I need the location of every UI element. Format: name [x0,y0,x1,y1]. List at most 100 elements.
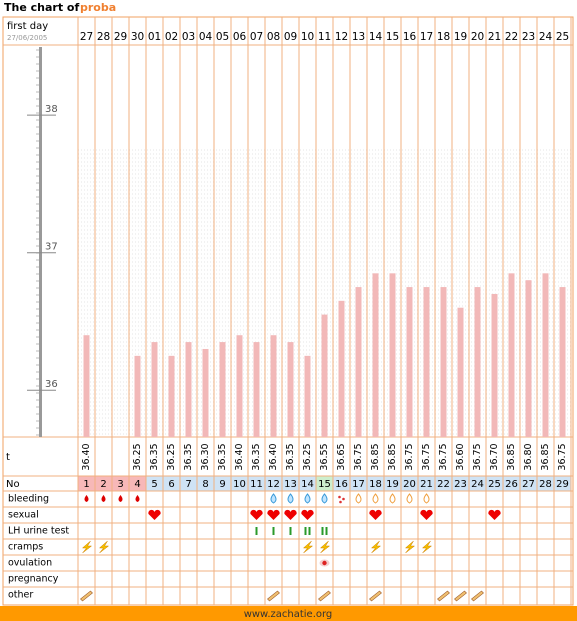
icon-bolt [404,540,416,554]
temperature-value: 36.35 [183,443,194,470]
day-number: 10 [233,479,246,490]
date-label: 24 [539,31,553,43]
day-cell-bg [367,476,384,491]
bar [287,342,294,437]
temperature-value: 36.75 [421,443,432,470]
day-number: 21 [420,479,433,490]
day-number: 17 [352,479,365,490]
date-label: 21 [488,31,501,43]
day-number: 4 [134,479,140,490]
date-label: 08 [267,31,280,43]
temperature-value: 36.25 [166,443,177,470]
bar [134,355,141,437]
day-cell-bg [537,476,554,491]
icon-drop-orange [355,493,362,504]
day-cell-bg [384,476,401,491]
bar [253,342,260,437]
day-cell-bg [520,476,537,491]
icon-bolt [302,540,314,554]
row-label: sexual [8,510,39,521]
icon-drop-orange [423,493,430,504]
day-cell-bg [503,476,520,491]
bar [423,287,430,437]
day-cell-bg [282,476,299,491]
row-label: other [8,590,33,601]
icon-pencil [369,590,382,602]
icon-drop-red [84,495,89,502]
icon-drop-blue [321,493,328,504]
bar [168,355,175,437]
icon-heart [148,509,161,520]
day-number: 29 [556,479,569,490]
day-cell-bg [129,476,146,491]
day-number: 7 [185,479,191,490]
bar [83,335,90,437]
icon-heart [267,509,280,520]
day-number: 26 [505,479,518,490]
icon-lh2 [321,527,328,535]
day-number: 9 [219,479,225,490]
day-number: 3 [117,479,123,490]
icon-drop-red [118,495,123,502]
day-cell-bg [486,476,503,491]
day-cell-bg [231,476,248,491]
day-number: 13 [284,479,297,490]
day-label: No [6,479,20,490]
day-number: 20 [403,479,416,490]
date-label: 09 [284,31,297,43]
day-number: 18 [369,479,382,490]
temperature-value: 36.75 [438,443,449,470]
temperature-value: 36.85 [387,443,398,470]
bar [525,280,532,437]
date-label: 11 [318,31,331,43]
temperature-value: 36.40 [268,443,279,470]
date-label: 17 [420,31,433,43]
date-label: 29 [114,31,127,43]
day-number: 19 [386,479,399,490]
icon-pencil [80,590,93,602]
icon-heart [488,509,501,520]
footer: www.zachatie.org [244,609,333,620]
date-label: 13 [352,31,365,43]
date-label: 14 [369,31,383,43]
icon-heart [420,509,433,520]
day-cell-bg [197,476,214,491]
y-tick-label: 37 [45,242,58,253]
day-cell-bg [452,476,469,491]
temperature-value: 36.60 [455,443,466,470]
bar [389,273,396,437]
bar [406,287,413,437]
bar [151,342,158,437]
icon-bolt [98,540,110,554]
icon-pencil [471,590,484,602]
temperature-value: 36.75 [353,443,364,470]
date-label: 02 [165,31,178,43]
footer-bar [0,606,577,621]
day-number: 6 [168,479,174,490]
icon-heart [284,509,297,520]
day-number: 16 [335,479,348,490]
day-cell-bg [78,476,95,491]
day-number: 5 [151,479,157,490]
y-tick-label: 36 [45,379,58,390]
day-cell-bg [248,476,265,491]
icon-drop-red [101,495,106,502]
icon-heart [369,509,382,520]
day-cell-bg [469,476,486,491]
temperature-value: 36.25 [302,443,313,470]
day-number: 27 [522,479,535,490]
bar [491,293,498,437]
date-label: 15 [386,31,399,43]
bar [219,342,226,437]
icon-bolt [421,540,433,554]
row-label: LH urine test [8,526,69,537]
title: The chart of [4,1,79,14]
temperature-value: 36.35 [149,443,160,470]
row-label: cramps [8,542,43,553]
day-number: 24 [471,479,484,490]
bar [202,348,209,437]
day-number: 23 [454,479,467,490]
date-label: 07 [250,31,263,43]
day-cell-bg [316,476,333,491]
bar [508,273,515,437]
